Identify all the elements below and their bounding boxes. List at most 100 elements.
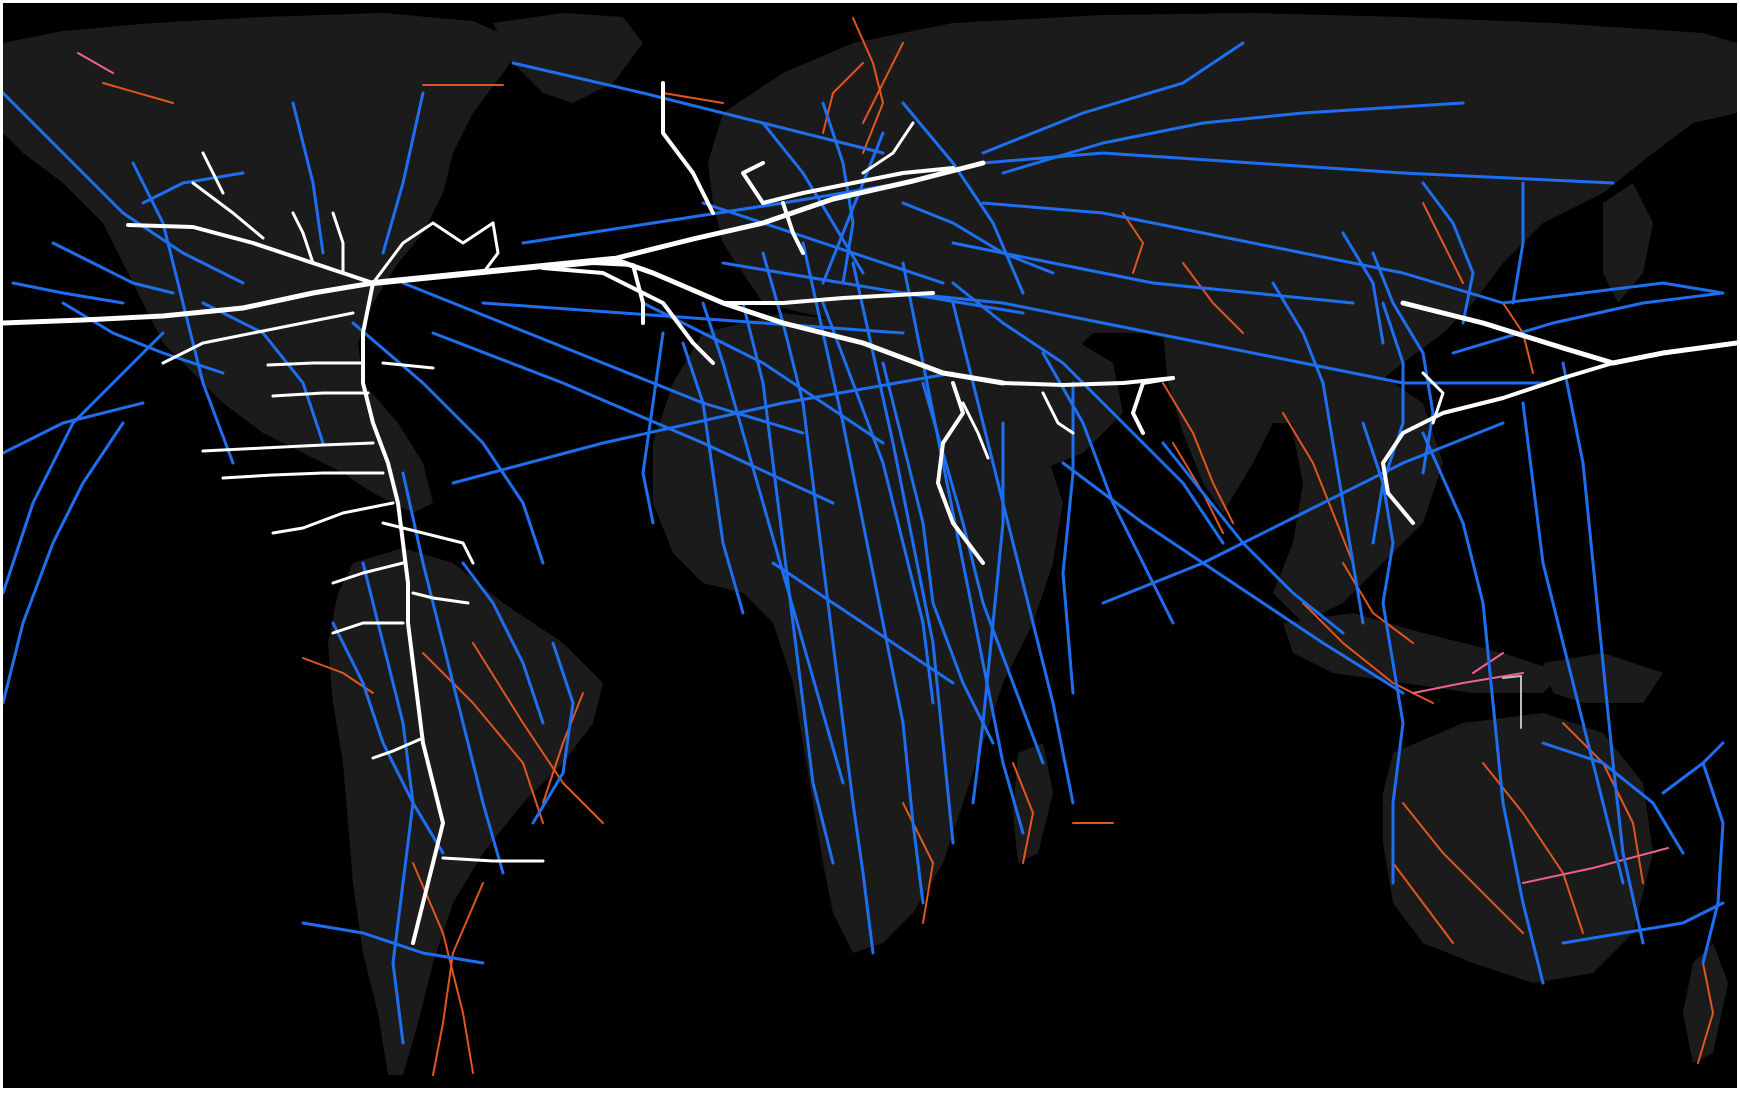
secondary-flow-line xyxy=(1271,281,1365,625)
secondary-flow-line xyxy=(1541,741,1685,855)
major-flow-line xyxy=(201,441,375,453)
major-flow-line xyxy=(481,221,500,275)
minor-flow-line xyxy=(1282,412,1354,564)
japan-landmass xyxy=(1603,183,1653,303)
europe-asia-landmass xyxy=(708,13,1737,423)
secondary-flow-line xyxy=(741,301,835,865)
minor-flow-line xyxy=(1422,202,1464,284)
secondary-flow-line xyxy=(141,171,245,205)
secondary-flow-line xyxy=(461,561,545,725)
secondary-flow-line xyxy=(701,301,845,785)
secondary-flow-line xyxy=(1161,441,1345,635)
minor-flow-line xyxy=(1342,562,1414,644)
major-flow-line xyxy=(741,161,765,205)
secondary-flow-line xyxy=(301,921,485,965)
major-flow-line xyxy=(411,591,470,605)
secondary-flow-line xyxy=(681,341,745,615)
major-flow-line xyxy=(721,291,935,305)
secondary-flow-line xyxy=(881,361,995,745)
major-flow-line xyxy=(126,223,375,285)
minor-flow-line xyxy=(1562,722,1644,884)
rare-flow-line xyxy=(1412,672,1524,694)
major-flow-line xyxy=(761,166,955,205)
minor-flow-line xyxy=(102,82,174,104)
major-flow-line xyxy=(610,256,1006,386)
major-flow-line xyxy=(361,281,445,945)
secondary-flow-line xyxy=(131,161,235,465)
world-flow-map xyxy=(3,3,1737,1088)
secondary-flow-line xyxy=(721,261,1025,315)
secondary-flow-line xyxy=(1061,461,1405,695)
greenland-landmass xyxy=(493,13,643,103)
secondary-flow-line xyxy=(1001,101,1465,175)
minor-flow-line xyxy=(862,42,904,124)
marker-layer xyxy=(1502,675,1522,729)
minor-flow-line xyxy=(422,652,544,824)
secondary-flow-line xyxy=(511,61,885,155)
secondary-flow-layer xyxy=(3,41,1725,1045)
secondary-flow-line xyxy=(641,331,665,525)
minor-flow-line xyxy=(1012,762,1034,864)
minor-flow-line xyxy=(412,862,474,1074)
secondary-flow-line xyxy=(1521,401,1625,885)
secondary-flow-line xyxy=(971,421,1005,805)
secondary-flow-line xyxy=(851,261,955,845)
minor-flow-line xyxy=(1162,382,1234,524)
major-flow-line xyxy=(291,211,315,265)
major-flow-line xyxy=(661,81,715,215)
secondary-flow-line xyxy=(451,371,955,485)
major-flow-line xyxy=(191,181,265,240)
secondary-flow-line xyxy=(351,321,545,565)
major-flow-line xyxy=(331,621,405,635)
major-flow-line xyxy=(371,736,425,760)
secondary-flow-line xyxy=(3,91,245,285)
rare-flow-layer xyxy=(77,52,1669,884)
rare-flow-line xyxy=(77,52,114,74)
secondary-flow-line xyxy=(1041,351,1175,625)
secondary-flow-line xyxy=(981,201,1505,305)
north-america-landmass xyxy=(3,13,523,513)
major-flow-line xyxy=(610,160,986,262)
secondary-flow-line xyxy=(381,91,425,255)
major-flow-line xyxy=(1381,361,1615,525)
secondary-flow-line xyxy=(1701,761,1725,965)
secondary-flow-line xyxy=(1511,181,1525,305)
major-flow-line xyxy=(371,221,495,285)
land-layer xyxy=(3,13,1737,1075)
secondary-flow-line xyxy=(3,401,145,455)
major-flow-line xyxy=(201,151,225,195)
minor-flow-line xyxy=(1182,262,1244,334)
secondary-flow-line xyxy=(291,101,325,255)
major-flow-line xyxy=(381,521,475,565)
major-flow-line xyxy=(331,211,345,275)
minor-flow-line xyxy=(822,62,864,134)
secondary-flow-line xyxy=(701,201,945,285)
major-flow-line xyxy=(781,201,805,255)
secondary-flow-line xyxy=(641,301,885,445)
secondary-flow-line xyxy=(531,641,575,825)
secondary-flow-line xyxy=(951,301,1075,805)
secondary-flow-line xyxy=(901,101,1025,295)
major-flow-line xyxy=(381,361,435,370)
minor-flow-line xyxy=(852,17,884,154)
major-flow-line xyxy=(541,266,715,365)
minor-flow-line xyxy=(1122,212,1144,274)
india-landmass xyxy=(1163,323,1293,513)
minor-flow-line xyxy=(542,692,584,804)
new-zealand-landmass xyxy=(1683,943,1728,1063)
secondary-flow-line xyxy=(951,281,1225,545)
secondary-flow-line xyxy=(201,301,325,445)
major-flow-line xyxy=(961,401,990,460)
major-flow-line xyxy=(1131,376,1175,435)
major-flow-layer xyxy=(3,81,1737,945)
secondary-flow-line xyxy=(3,421,125,705)
major-flow-line xyxy=(1041,391,1075,435)
secondary-flow-line xyxy=(761,251,875,955)
secondary-flow-line xyxy=(331,621,445,855)
major-flow-line xyxy=(271,391,370,398)
secondary-flow-line xyxy=(901,201,1055,275)
indonesia-landmass xyxy=(1283,613,1563,693)
secondary-flow-line xyxy=(951,241,1355,305)
minor-flow-line xyxy=(1392,862,1454,944)
major-flow-line xyxy=(936,381,985,565)
